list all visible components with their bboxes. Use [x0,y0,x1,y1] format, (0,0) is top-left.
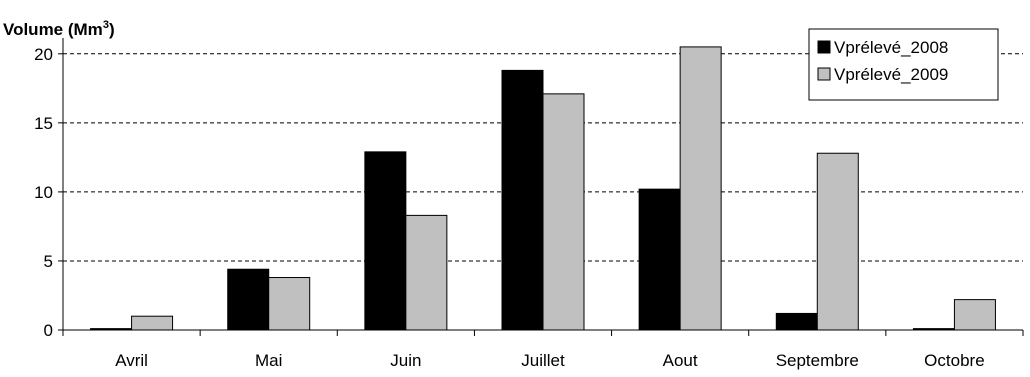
bar [542,93,585,331]
bar [775,312,818,331]
x-tick-label: Octobre [924,351,984,370]
axes [58,38,1024,336]
x-tick-label: Septembre [776,351,859,370]
x-tick-label: Aout [663,351,698,370]
bar [268,277,311,331]
x-tick-label: Mai [255,351,282,370]
y-tick-label: 20 [34,45,53,64]
bars [90,46,996,331]
x-tick-label: Avril [115,351,148,370]
legend: Vprélevé_2008 Vprélevé_2009 [808,28,999,101]
y-axis-title: Volume (Mm3) [3,19,115,39]
y-tick-label: 15 [34,114,53,133]
tick-labels: 0 5 10 15 20 Avril Mai Juin Juillet Aout Septembre… [34,45,985,370]
bar [816,152,859,331]
bar [953,299,996,331]
x-tick-label: Juillet [521,351,565,370]
legend-label: Vprélevé_2008 [834,38,948,57]
legend-swatch [817,67,831,81]
legend-label: Vprélevé_2009 [834,65,948,84]
bar [638,188,681,331]
legend-swatch [817,40,831,54]
y-tick-label: 10 [34,183,53,202]
bar [227,268,270,331]
bar [131,315,174,331]
y-tick-label: 0 [44,321,53,340]
bar [679,46,722,331]
bar [405,214,448,331]
x-tick-label: Juin [390,351,421,370]
y-tick-label: 5 [44,252,53,271]
bar [501,69,544,331]
legend-box [808,28,999,101]
bar [364,151,407,331]
